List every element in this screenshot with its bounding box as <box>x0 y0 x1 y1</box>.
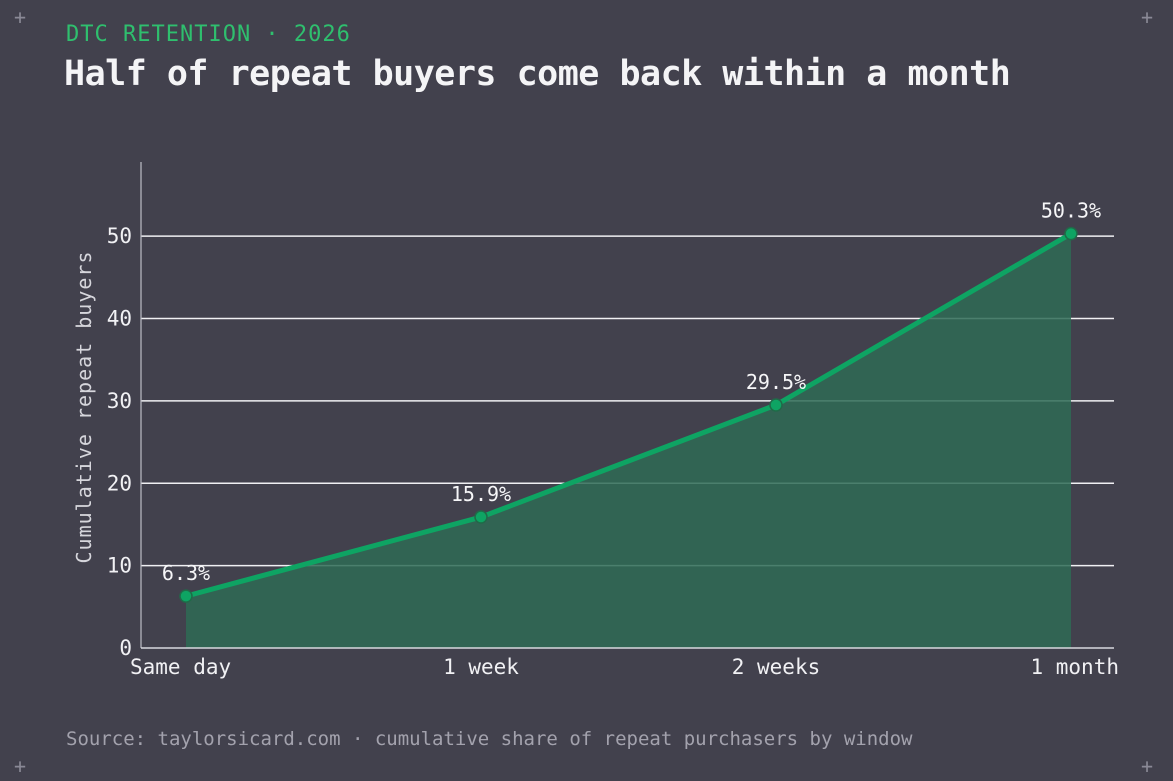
data-point-2 <box>474 510 488 524</box>
line-layer <box>183 231 1074 599</box>
label-layer: 6.3% 15.9% 29.5% 50.3% <box>162 199 1101 585</box>
x-tick-label-4: 1 month <box>1030 655 1119 679</box>
chart-title: Half of repeat buyers come back within a… <box>64 54 1011 94</box>
source-note: Source: taylorsicard.com · cumulative sh… <box>66 728 913 750</box>
data-point-1 <box>179 589 193 603</box>
y-tick-label-50: 50 <box>107 224 132 248</box>
data-point-3 <box>769 398 783 412</box>
y-tick-label-20: 20 <box>107 471 132 495</box>
data-label-3: 29.5% <box>746 370 806 394</box>
y-tick-label-0: 0 <box>119 636 132 660</box>
data-label-1: 6.3% <box>162 561 210 585</box>
corner-mark-bottom-left: + <box>13 754 27 778</box>
y-axis-title: Cumulative repeat buyers <box>72 251 96 564</box>
corner-mark-top-right: + <box>1140 5 1154 29</box>
y-tick-label-10: 10 <box>107 554 132 578</box>
x-tick-label-3: 2 weeks <box>732 655 821 679</box>
y-tick-label-30: 30 <box>107 389 132 413</box>
y-tick-label-40: 40 <box>107 307 132 331</box>
series-line <box>183 231 1074 599</box>
chart-eyebrow: DTC RETENTION · 2026 <box>66 22 351 47</box>
data-point-4 <box>1064 226 1078 241</box>
corner-mark-top-left: + <box>13 5 27 29</box>
data-label-4: 50.3% <box>1041 199 1101 223</box>
x-tick-label-2: 1 week <box>443 655 519 679</box>
point-layer <box>179 226 1078 603</box>
axis-layer: 0 10 20 30 40 50 Same day 1 week 2 weeks 1 month <box>107 162 1119 679</box>
data-label-2: 15.9% <box>451 482 511 506</box>
x-tick-label-1: Same day <box>130 655 231 679</box>
area-layer <box>186 233 1071 648</box>
area-fill <box>186 233 1071 648</box>
corner-mark-bottom-right: + <box>1140 754 1154 778</box>
